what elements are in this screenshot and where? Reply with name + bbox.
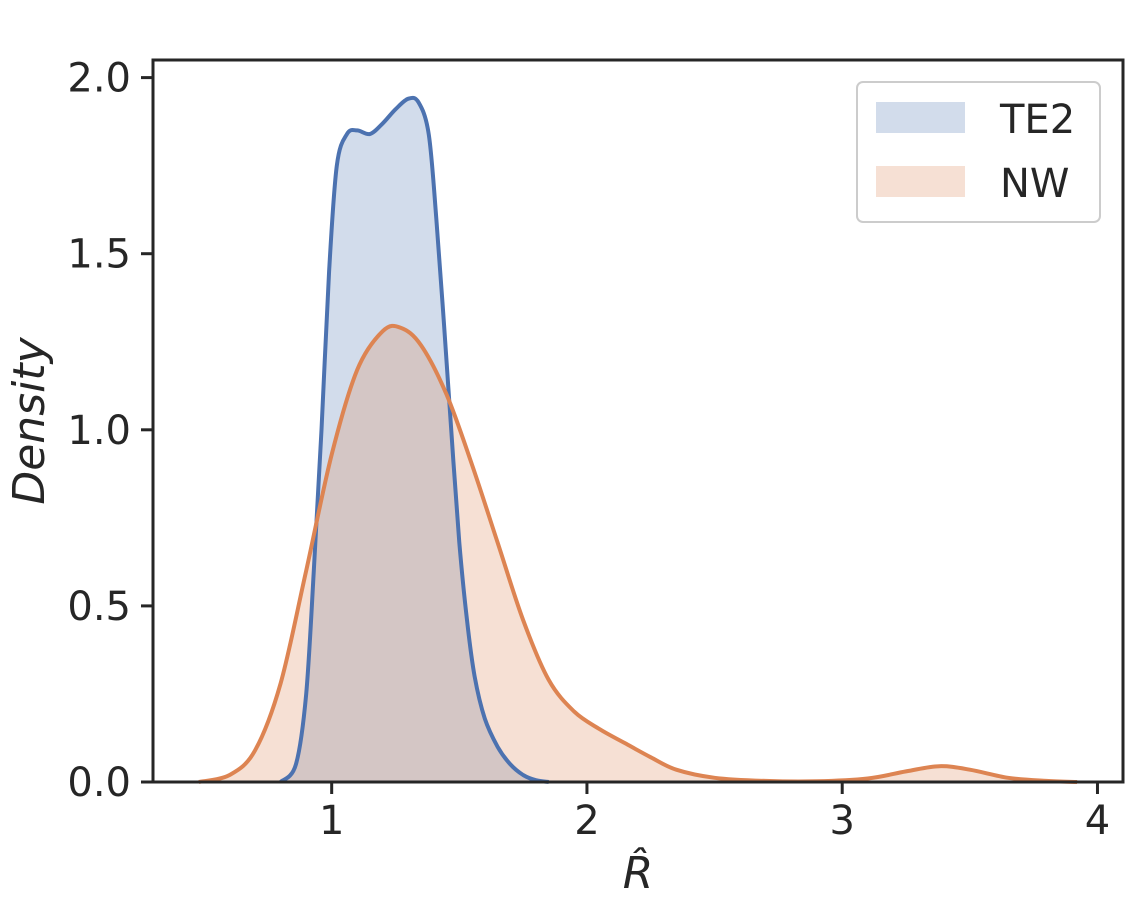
x-tick-label: 4 xyxy=(1085,798,1110,844)
series-layer xyxy=(198,95,1078,784)
density-line-te2 xyxy=(279,95,549,784)
y-tick-label: 1.5 xyxy=(67,232,131,278)
legend-swatch-nw xyxy=(876,166,965,197)
legend-label-te2: TE2 xyxy=(999,97,1075,143)
x-tick-label: 3 xyxy=(829,798,854,844)
density-line-nw xyxy=(198,323,1078,784)
plot-frame xyxy=(151,58,1125,784)
legend-box xyxy=(856,81,1101,223)
x-axis-label: R̂ xyxy=(623,846,654,899)
y-tick-label: 0.0 xyxy=(67,760,131,806)
x-tick-label: 1 xyxy=(319,798,344,844)
legend-label-nw: NW xyxy=(1000,161,1069,207)
density-area-te2 xyxy=(280,97,549,782)
y-axis: 0.0 0.5 1.0 1.5 2.0 xyxy=(67,56,153,806)
legend: TE2 NW xyxy=(856,81,1101,223)
y-tick-label: 0.5 xyxy=(67,584,131,630)
density-area-nw xyxy=(198,325,1078,782)
y-axis-label: Density xyxy=(4,336,55,504)
x-tick-label: 2 xyxy=(574,798,599,844)
y-tick-label: 2.0 xyxy=(67,56,131,102)
legend-swatch-te2 xyxy=(876,102,965,133)
x-axis: 1 2 3 4 xyxy=(319,782,1110,844)
y-tick-label: 1.0 xyxy=(67,408,131,454)
